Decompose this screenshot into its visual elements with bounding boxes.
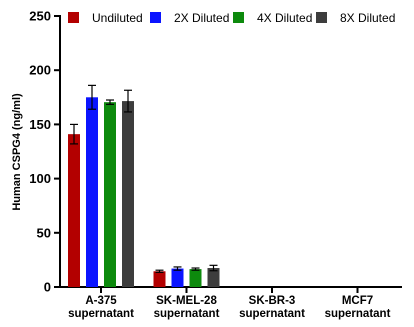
bar-undiluted bbox=[68, 134, 80, 287]
legend-swatch bbox=[316, 12, 327, 23]
y-tick-label: 50 bbox=[37, 225, 51, 240]
bar-4x-diluted bbox=[189, 269, 202, 287]
x-tick-label: supernatant bbox=[154, 308, 220, 320]
bar-undiluted bbox=[153, 271, 166, 287]
y-tick-label: 200 bbox=[29, 63, 51, 78]
legend-swatch bbox=[68, 12, 79, 23]
legend-label: 8X Diluted bbox=[340, 11, 395, 25]
x-tick-label: SK-MEL-28 bbox=[156, 295, 217, 307]
x-tick-label: supernatant bbox=[68, 308, 134, 320]
y-tick-label: 250 bbox=[29, 9, 51, 24]
legend-label: 4X Diluted bbox=[257, 11, 312, 25]
x-tick-label: A-375 bbox=[85, 295, 117, 307]
x-tick-label: supernatant bbox=[239, 308, 305, 320]
legend-label: Undiluted bbox=[92, 11, 143, 25]
y-tick-label: 100 bbox=[29, 171, 51, 186]
legend-label: 2X Diluted bbox=[174, 11, 229, 25]
bar-4x-diluted bbox=[104, 102, 116, 287]
y-tick-label: 0 bbox=[44, 280, 51, 295]
legend-swatch bbox=[233, 12, 244, 23]
bar-2x-diluted bbox=[86, 97, 98, 287]
bar-8x-diluted bbox=[122, 101, 134, 288]
y-axis-label: Human CSPG4 (ng/ml) bbox=[11, 93, 23, 211]
bar-2x-diluted bbox=[171, 268, 184, 287]
bar-8x-diluted bbox=[207, 268, 220, 287]
x-tick-label: MCF7 bbox=[342, 295, 373, 307]
legend-swatch bbox=[150, 12, 161, 23]
x-tick-label: supernatant bbox=[325, 308, 391, 320]
x-tick-label: SK-BR-3 bbox=[249, 295, 296, 307]
y-tick-label: 150 bbox=[29, 117, 51, 132]
